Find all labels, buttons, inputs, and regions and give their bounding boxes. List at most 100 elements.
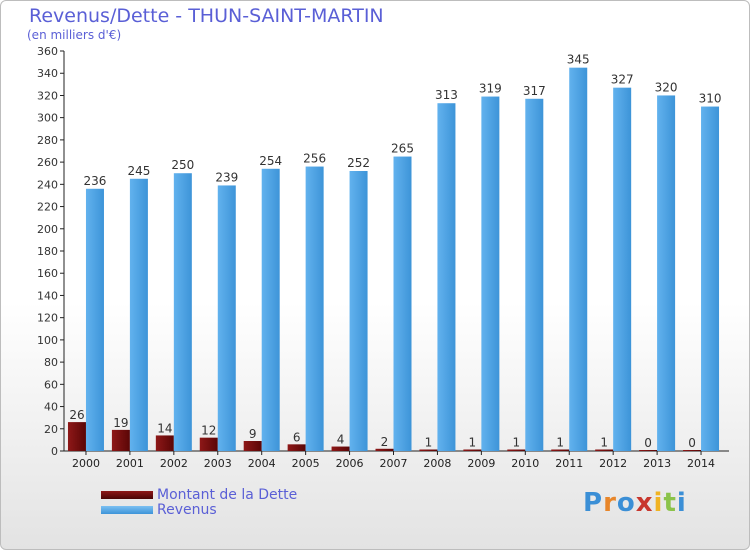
y-tick-label: 20 <box>44 423 58 436</box>
bar-dette <box>463 449 482 451</box>
legend-item-dette: Montant de la Dette <box>101 486 298 503</box>
bar-revenus <box>173 173 192 451</box>
y-tick-label: 360 <box>37 45 58 58</box>
data-label-revenus: 313 <box>435 88 458 102</box>
proxiti-logo: Proxiti <box>583 488 687 518</box>
logo-letter: i <box>653 488 664 518</box>
data-label-dette: 1 <box>600 436 608 450</box>
y-tick-label: 80 <box>44 356 58 369</box>
bar-revenus <box>305 166 324 452</box>
bar-dette <box>683 450 702 451</box>
data-label-revenus: 239 <box>215 170 238 184</box>
data-label-dette: 1 <box>469 436 477 450</box>
data-label-dette: 14 <box>157 421 172 435</box>
bar-dette <box>287 444 306 451</box>
bar-revenus <box>657 95 676 451</box>
legend-label-dette: Montant de la Dette <box>157 486 298 503</box>
data-label-revenus: 252 <box>347 156 370 170</box>
x-tick-label: 2003 <box>204 457 232 470</box>
data-label-revenus: 250 <box>171 158 194 172</box>
x-tick-label: 2013 <box>643 457 671 470</box>
x-tick-label: 2012 <box>599 457 627 470</box>
y-tick-label: 280 <box>37 134 58 147</box>
data-label-dette: 0 <box>688 436 696 450</box>
y-tick-label: 140 <box>37 289 58 302</box>
data-label-dette: 1 <box>512 436 520 450</box>
data-label-dette: 26 <box>69 408 84 422</box>
y-tick-label: 0 <box>51 445 58 458</box>
logo-letter: t <box>663 488 677 518</box>
x-tick-label: 2009 <box>467 457 495 470</box>
bar-revenus <box>525 98 544 452</box>
y-tick-label: 120 <box>37 312 58 325</box>
data-label-revenus: 254 <box>259 154 282 168</box>
y-tick-label: 240 <box>37 178 58 191</box>
logo-letter: x <box>635 488 654 518</box>
bar-revenus <box>261 168 280 451</box>
bar-revenus <box>437 103 456 451</box>
data-label-revenus: 345 <box>567 53 590 67</box>
y-tick-label: 320 <box>37 89 58 102</box>
bar-revenus <box>393 156 412 452</box>
data-label-dette: 19 <box>113 416 128 430</box>
legend-swatch-revenus <box>101 505 153 514</box>
bars <box>67 67 720 452</box>
x-tick-label: 2006 <box>336 457 364 470</box>
x-tick-label: 2000 <box>72 457 100 470</box>
bar-dette <box>595 449 614 451</box>
x-tick-label: 2007 <box>380 457 408 470</box>
bar-revenus <box>569 67 588 452</box>
y-tick-label: 260 <box>37 156 58 169</box>
x-tick-label: 2011 <box>555 457 583 470</box>
data-label-revenus: 310 <box>699 92 722 106</box>
bar-dette <box>419 449 438 451</box>
y-tick-label: 300 <box>37 112 58 125</box>
y-tick-label: 200 <box>37 223 58 236</box>
legend-item-revenus: Revenus <box>101 501 297 518</box>
x-tick-label: 2008 <box>423 457 451 470</box>
data-label-dette: 12 <box>201 424 216 438</box>
data-label-dette: 6 <box>293 430 301 444</box>
y-axis: 0 20 40 60 80 100 120 140 160 180 200 220 240 260 280 3… <box>37 45 65 458</box>
y-tick-label: 60 <box>44 378 58 391</box>
data-label-revenus: 245 <box>127 164 150 178</box>
x-tick-label: 2010 <box>511 457 539 470</box>
x-tick-label: 2002 <box>160 457 188 470</box>
x-tick-label: 2014 <box>687 457 715 470</box>
data-label-dette: 1 <box>556 436 564 450</box>
data-label-dette: 9 <box>249 427 257 441</box>
bar-revenus <box>349 171 368 451</box>
data-label-dette: 2 <box>381 435 389 449</box>
bar-revenus <box>85 188 104 451</box>
data-label-revenus: 265 <box>391 142 414 156</box>
legend: Montant de la Dette Revenus <box>101 486 298 518</box>
bar-dette <box>199 437 218 451</box>
y-tick-label: 220 <box>37 201 58 214</box>
y-tick-label: 160 <box>37 267 58 280</box>
bar-revenus <box>481 96 500 452</box>
bar-revenus <box>613 87 632 452</box>
y-tick-label: 100 <box>37 334 58 347</box>
bar-dette <box>155 435 174 451</box>
data-label-revenus: 317 <box>523 84 546 98</box>
bar-dette <box>111 429 130 451</box>
bar-revenus <box>129 178 148 451</box>
logo-letter: o <box>616 488 636 518</box>
data-label-revenus: 320 <box>655 80 678 94</box>
bar-dette <box>331 446 350 451</box>
bar-revenus <box>217 185 236 451</box>
chart-title: Revenus/Dette - THUN-SAINT-MARTIN <box>29 5 384 27</box>
bar-revenus <box>701 106 720 452</box>
legend-label-revenus: Revenus <box>157 501 217 518</box>
data-label-revenus: 327 <box>611 73 634 87</box>
logo-letter: i <box>676 488 687 518</box>
data-label-dette: 1 <box>425 436 433 450</box>
data-label-dette: 4 <box>337 433 345 447</box>
x-tick-label: 2004 <box>248 457 276 470</box>
bar-dette <box>507 449 526 451</box>
logo-letter: P <box>583 488 604 518</box>
bar-dette <box>375 448 394 451</box>
x-tick-label: 2001 <box>116 457 144 470</box>
